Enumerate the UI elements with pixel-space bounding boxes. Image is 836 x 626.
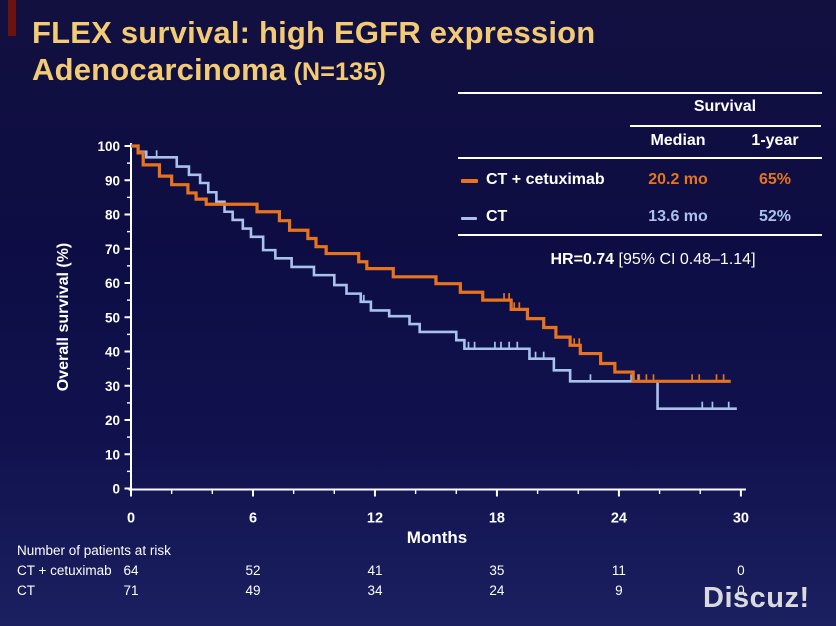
x-axis-tick-label: 18 — [489, 511, 505, 527]
column-header-median: Median — [650, 132, 706, 149]
y-axis-tick-label: 0 — [112, 482, 120, 497]
title-line-1: FLEX survival: high EGFR expression — [32, 15, 596, 50]
slide-edge-artifact — [8, 0, 16, 36]
x-axis-title: Months — [406, 528, 468, 547]
legend-label-ct-cetuximab: CT + cetuximab — [486, 171, 605, 188]
title-line-2: Adenocarcinoma — [32, 52, 287, 87]
one-year-ct-cetuximab: 65% — [758, 171, 792, 188]
hazard-ratio-value: HR=0.74 — [550, 251, 615, 268]
hazard-ratio-ci: [95% CI 0.48–1.14] — [614, 251, 756, 268]
column-header-1year: 1-year — [751, 132, 799, 149]
y-axis-tick-label: 80 — [105, 208, 120, 223]
table-rule-mid — [458, 157, 822, 159]
x-axis-tick-label: 0 — [127, 511, 135, 527]
median-ct: 13.6 mo — [648, 208, 708, 225]
table-header-survival: Survival — [693, 98, 757, 115]
y-axis-tick-label: 30 — [105, 379, 120, 394]
one-year-ct: 52% — [758, 208, 792, 225]
x-axis-tick-label: 30 — [733, 511, 749, 527]
y-axis-tick-label: 10 — [105, 447, 120, 462]
y-axis-tick-label: 90 — [105, 173, 120, 188]
y-axis-tick-label: 20 — [105, 413, 120, 428]
x-axis-tick-label: 24 — [611, 511, 627, 527]
legend-dash-ct — [461, 217, 477, 220]
table-rule-under-survival — [630, 125, 821, 127]
km-curve-ct-cetuximab — [131, 144, 731, 383]
table-rule-bottom — [458, 234, 822, 236]
km-curve-ct — [131, 144, 737, 410]
y-axis-tick-label: 100 — [97, 139, 120, 154]
page-title: FLEX survival: high EGFR expression Aden… — [32, 14, 595, 91]
hazard-ratio-text: HR=0.74 [95% CI 0.48–1.14] — [470, 251, 836, 269]
median-ct-cetuximab: 20.2 mo — [648, 171, 708, 188]
table-rule-top — [458, 92, 822, 94]
watermark: Discuz! — [703, 582, 810, 614]
y-axis-tick-label: 50 — [105, 310, 120, 325]
title-n-count: (N=135) — [286, 58, 386, 86]
legend-dash-ct-cetuximab — [461, 179, 478, 183]
legend-label-ct: CT — [486, 208, 508, 225]
x-axis-tick-label: 6 — [249, 511, 257, 527]
y-axis-tick-label: 40 — [105, 345, 120, 360]
y-axis-tick-label: 60 — [105, 276, 120, 291]
x-axis-tick-label: 12 — [367, 511, 383, 527]
y-axis-tick-label: 70 — [105, 242, 120, 257]
